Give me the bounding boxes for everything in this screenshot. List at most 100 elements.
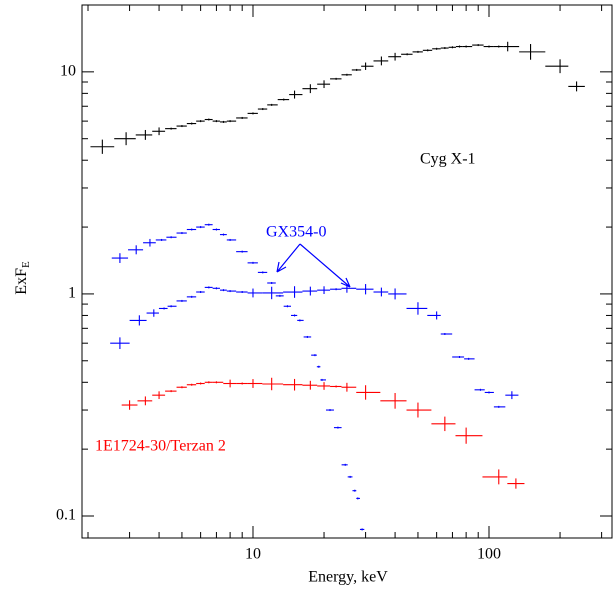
y-tick-label: 10 — [60, 63, 76, 80]
data-point — [223, 379, 237, 388]
y-tick-label: 1 — [68, 285, 76, 302]
data-point — [158, 307, 168, 310]
data-point — [167, 305, 177, 308]
data-point — [196, 291, 205, 294]
data-point — [146, 309, 159, 317]
data-point — [341, 382, 357, 392]
data-point — [275, 294, 284, 297]
data-point — [128, 245, 144, 255]
data-point — [356, 284, 374, 295]
data-point — [152, 127, 166, 136]
data-point — [493, 405, 506, 408]
data-point — [464, 357, 475, 360]
y-axis-label: ExFE — [13, 261, 32, 295]
data-point — [236, 291, 248, 294]
data-point — [356, 385, 381, 400]
data-point — [267, 281, 276, 284]
data-point — [503, 41, 520, 52]
data-point — [247, 379, 263, 388]
data-point — [176, 299, 187, 302]
data-point — [440, 47, 449, 50]
y-axis-label-main: ExF — [13, 268, 30, 295]
data-point — [236, 382, 248, 385]
data-point — [347, 475, 353, 478]
data-point — [247, 288, 263, 298]
series-label: GX354-0 — [266, 224, 326, 241]
data-point — [129, 315, 147, 326]
data-point — [317, 80, 331, 89]
data-point — [135, 129, 153, 140]
data-point — [283, 378, 303, 391]
series-label: Cyg X-1 — [420, 151, 476, 168]
data-point — [325, 409, 334, 412]
data-point — [545, 59, 569, 74]
data-point — [507, 478, 525, 489]
data-point — [302, 380, 318, 390]
data-point — [380, 392, 407, 409]
data-point — [204, 381, 213, 384]
data-point — [440, 332, 453, 335]
data-point — [291, 314, 298, 317]
data-point — [196, 120, 205, 123]
data-point — [257, 108, 268, 111]
data-point — [236, 250, 248, 253]
data-point — [226, 238, 237, 241]
data-point — [422, 49, 433, 52]
data-point — [226, 290, 237, 293]
annotation-arrows — [276, 243, 351, 288]
data-point — [356, 497, 360, 500]
data-point — [166, 236, 177, 239]
data-point — [186, 383, 197, 386]
data-point — [373, 287, 389, 297]
data-point — [455, 45, 463, 48]
data-point — [283, 286, 303, 298]
data-point — [333, 426, 342, 429]
data-point — [330, 288, 342, 291]
data-point — [176, 125, 187, 128]
data-point — [212, 287, 220, 290]
data-point — [165, 390, 177, 393]
data-point — [341, 463, 348, 466]
arrow — [276, 243, 301, 273]
data-point — [204, 118, 213, 121]
data-point — [316, 365, 321, 368]
data-point — [351, 68, 362, 71]
data-point — [302, 84, 318, 94]
data-point — [121, 400, 138, 410]
data-point — [262, 377, 284, 391]
data-point — [204, 286, 213, 289]
x-axis-label: Energy, keV — [308, 569, 388, 586]
series-label: 1E1724-30/Terzan 2 — [95, 438, 226, 455]
data-point — [452, 355, 465, 358]
data-point — [388, 288, 407, 300]
data-point — [219, 289, 227, 292]
data-point — [137, 396, 153, 406]
data-point — [247, 261, 258, 264]
data-point — [176, 386, 187, 389]
data-point — [257, 271, 268, 274]
data-point — [196, 226, 205, 229]
data-point — [110, 337, 130, 350]
data-point — [165, 127, 177, 130]
data-point — [474, 388, 485, 391]
data-point — [212, 228, 220, 231]
data-point — [283, 305, 292, 308]
data-point — [219, 120, 227, 123]
data-point — [302, 286, 318, 296]
data-point — [317, 286, 331, 295]
data-point — [236, 116, 248, 119]
data-point — [277, 98, 290, 101]
data-point — [505, 391, 519, 400]
data-point — [484, 391, 494, 394]
data-point — [111, 253, 129, 263]
data-point — [493, 45, 504, 48]
y-tick-label: 0.1 — [56, 507, 76, 524]
data-point — [267, 103, 278, 106]
data-point — [155, 238, 167, 241]
data-point — [352, 489, 357, 492]
data-point — [303, 335, 312, 338]
data-point — [359, 528, 365, 531]
data-point — [568, 81, 585, 92]
data-point — [462, 45, 473, 48]
